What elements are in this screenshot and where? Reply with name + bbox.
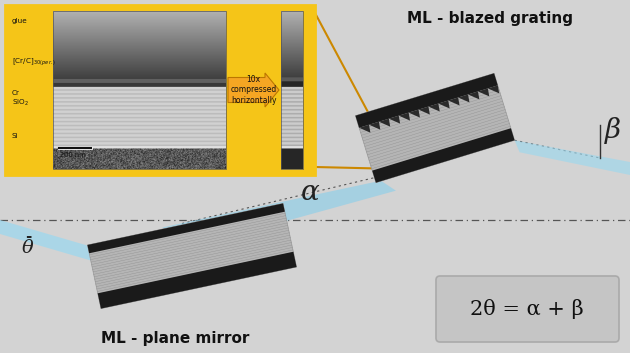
Text: SiO$_2$: SiO$_2$ xyxy=(12,97,29,108)
Polygon shape xyxy=(369,122,381,130)
FancyArrow shape xyxy=(228,73,279,107)
Polygon shape xyxy=(449,97,459,106)
Polygon shape xyxy=(88,203,297,309)
Bar xyxy=(281,11,303,169)
Text: θ: θ xyxy=(22,239,34,257)
Text: -: - xyxy=(25,228,32,244)
Polygon shape xyxy=(468,91,479,100)
Text: Si: Si xyxy=(12,133,19,139)
Text: ML - blazed grating: ML - blazed grating xyxy=(407,11,573,25)
Polygon shape xyxy=(0,220,93,261)
Polygon shape xyxy=(399,113,410,121)
Polygon shape xyxy=(515,140,630,175)
Text: glue: glue xyxy=(12,18,28,24)
Polygon shape xyxy=(478,88,490,96)
Polygon shape xyxy=(355,73,498,128)
FancyBboxPatch shape xyxy=(436,276,619,342)
Polygon shape xyxy=(409,110,420,118)
Polygon shape xyxy=(418,107,430,114)
Text: α: α xyxy=(301,179,319,207)
Text: 10x
compressed
horizontally: 10x compressed horizontally xyxy=(231,75,277,105)
Text: 2θ = α + β: 2θ = α + β xyxy=(470,299,584,319)
Polygon shape xyxy=(162,181,396,241)
Text: 200 nm: 200 nm xyxy=(60,152,86,158)
Polygon shape xyxy=(372,128,515,183)
Polygon shape xyxy=(458,95,469,102)
Polygon shape xyxy=(389,116,400,124)
Polygon shape xyxy=(98,252,297,309)
Bar xyxy=(5,5,315,175)
Polygon shape xyxy=(379,119,390,127)
Text: β: β xyxy=(605,116,621,144)
Polygon shape xyxy=(88,203,285,253)
Text: Cr: Cr xyxy=(12,90,20,96)
Text: [Cr/C]$_{30(per.)}$: [Cr/C]$_{30(per.)}$ xyxy=(12,56,56,67)
Polygon shape xyxy=(438,101,450,108)
Bar xyxy=(53,11,226,169)
Polygon shape xyxy=(428,103,440,112)
Polygon shape xyxy=(359,125,370,133)
Text: ML - plane mirror: ML - plane mirror xyxy=(101,330,249,346)
Polygon shape xyxy=(488,85,499,93)
Polygon shape xyxy=(355,73,515,183)
